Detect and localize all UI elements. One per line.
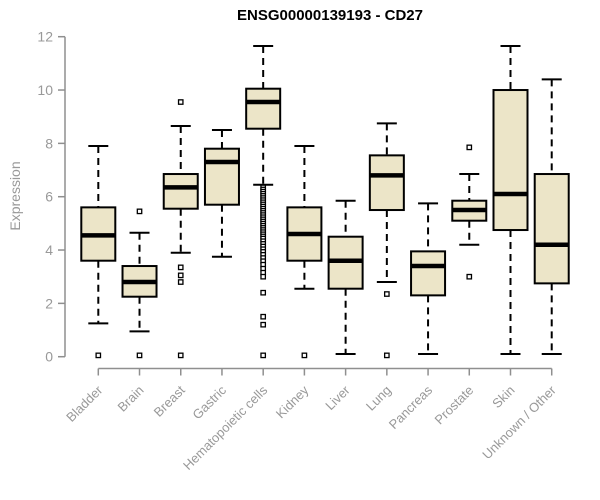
x-axis-category-label: Gastric: [189, 382, 229, 422]
outlier-point: [177, 352, 184, 359]
boxplot-pancreas: [410, 202, 447, 356]
y-axis-tick-label: 6: [45, 189, 53, 205]
boxplot-breast: [162, 99, 199, 359]
outlier-point: [136, 208, 143, 215]
outlier-point: [383, 352, 390, 359]
iqr-box: [203, 147, 240, 206]
y-axis-tick-label: 2: [45, 295, 53, 311]
y-axis-tick-label: 10: [37, 82, 53, 98]
iqr-box: [410, 250, 447, 297]
iqr-box: [368, 154, 405, 212]
outlier-point: [301, 352, 308, 359]
boxplot-gastric: [203, 129, 240, 258]
outlier-point: [95, 352, 102, 359]
iqr-box: [162, 173, 199, 210]
y-axis-tick-label: 12: [37, 29, 53, 45]
outlier-point: [260, 289, 267, 296]
x-axis-category-label: Lung: [363, 383, 394, 414]
y-axis-tick-label: 4: [45, 242, 53, 258]
iqr-box: [492, 89, 529, 232]
boxplot-kidney: [286, 145, 323, 359]
outlier-point: [260, 352, 267, 359]
y-axis-tick-label: 0: [45, 349, 53, 365]
boxplot-unknown-other: [533, 78, 570, 356]
x-axis-category-label: Pancreas: [386, 382, 436, 432]
outlier-point: [177, 264, 184, 271]
outlier-point: [177, 279, 184, 285]
x-axis-category-label: Prostate: [432, 383, 477, 428]
outlier-point: [177, 99, 184, 105]
boxplot-liver: [327, 199, 364, 356]
x-axis-category-label: Breast: [151, 382, 188, 419]
outlier-point: [260, 273, 267, 280]
boxplot-prostate: [451, 144, 488, 280]
y-axis-tick-label: 8: [45, 135, 53, 151]
outlier-point: [136, 352, 143, 359]
x-axis-category-label: Brain: [115, 383, 147, 415]
outlier-point: [466, 273, 473, 280]
x-axis-category-label: Liver: [322, 382, 353, 413]
boxplot-brain: [121, 208, 158, 359]
outlier-point: [177, 272, 184, 279]
outlier-point: [260, 313, 267, 320]
x-axis-category-label: Skin: [489, 383, 517, 411]
outlier-point: [260, 321, 267, 328]
x-axis-category-label: Bladder: [63, 382, 106, 425]
iqr-box: [245, 87, 282, 130]
boxplot-hematopoietic-cells: [245, 45, 282, 359]
outlier-point: [383, 291, 390, 297]
x-axis-category-label: Kidney: [273, 382, 312, 421]
iqr-box: [533, 173, 570, 285]
outlier-point: [466, 144, 473, 151]
boxplot-skin: [492, 45, 529, 356]
chart-title: ENSG00000139193 - CD27: [237, 7, 423, 24]
boxplot-lung: [368, 122, 405, 359]
boxplot-bladder: [80, 145, 117, 359]
x-axis-category-label: Unknown / Other: [479, 382, 559, 462]
